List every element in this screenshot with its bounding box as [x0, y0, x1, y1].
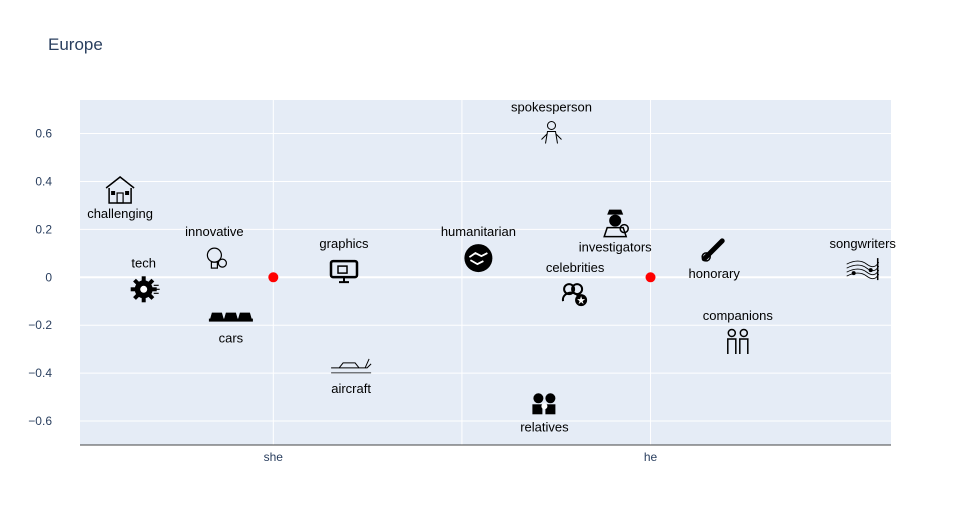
point-label: songwriters	[829, 236, 896, 251]
x-tick-label: she	[264, 450, 284, 464]
chart-title: Europe	[48, 35, 103, 54]
y-tick-label: 0.6	[35, 127, 52, 141]
group-star-icon	[561, 283, 588, 307]
point-label: graphics	[319, 236, 369, 251]
y-tick-label: 0.2	[35, 222, 52, 236]
point-label: innovative	[185, 224, 244, 239]
point-label: investigators	[579, 240, 652, 255]
medal-icon	[701, 238, 725, 262]
lightbulb-icon	[206, 247, 227, 269]
point-label: aircraft	[331, 381, 371, 396]
y-tick-label: 0	[45, 270, 52, 284]
point-label: companions	[703, 308, 774, 323]
data-points: spokesperson challenging innovative tech gra…	[87, 100, 896, 435]
couple-icon	[727, 328, 749, 354]
gear-icon	[130, 276, 160, 303]
point-label: tech	[131, 255, 156, 270]
y-tick-label: −0.2	[28, 318, 52, 332]
point-label: cars	[219, 331, 244, 346]
axes: 0.6 0.4 0.2 0 −0.2 −0.4 −0.6 she he	[28, 127, 891, 464]
anchor-point-she	[268, 272, 279, 283]
point-label: honorary	[689, 266, 741, 281]
x-tick-label: he	[644, 450, 658, 464]
point-label: challenging	[87, 206, 153, 221]
handshake-icon	[464, 244, 493, 273]
y-tick-label: 0.4	[35, 174, 52, 188]
grid	[80, 100, 891, 445]
monitor-icon	[329, 259, 359, 284]
point-label: celebrities	[546, 260, 605, 275]
y-tick-label: −0.4	[28, 366, 52, 380]
point-label: humanitarian	[441, 224, 516, 239]
point-label: relatives	[520, 419, 569, 434]
person-icon	[541, 121, 562, 144]
house-icon	[105, 176, 135, 204]
cars-icon	[208, 312, 253, 322]
anchor-points	[268, 272, 656, 283]
point-label: spokesperson	[511, 100, 592, 115]
music-icon	[846, 258, 880, 281]
plot-area	[80, 100, 891, 445]
family-icon	[532, 393, 556, 415]
anchor-point-he	[645, 272, 656, 283]
detective-icon	[603, 209, 629, 238]
airplane-icon	[331, 358, 372, 374]
y-tick-label: −0.6	[28, 414, 52, 428]
